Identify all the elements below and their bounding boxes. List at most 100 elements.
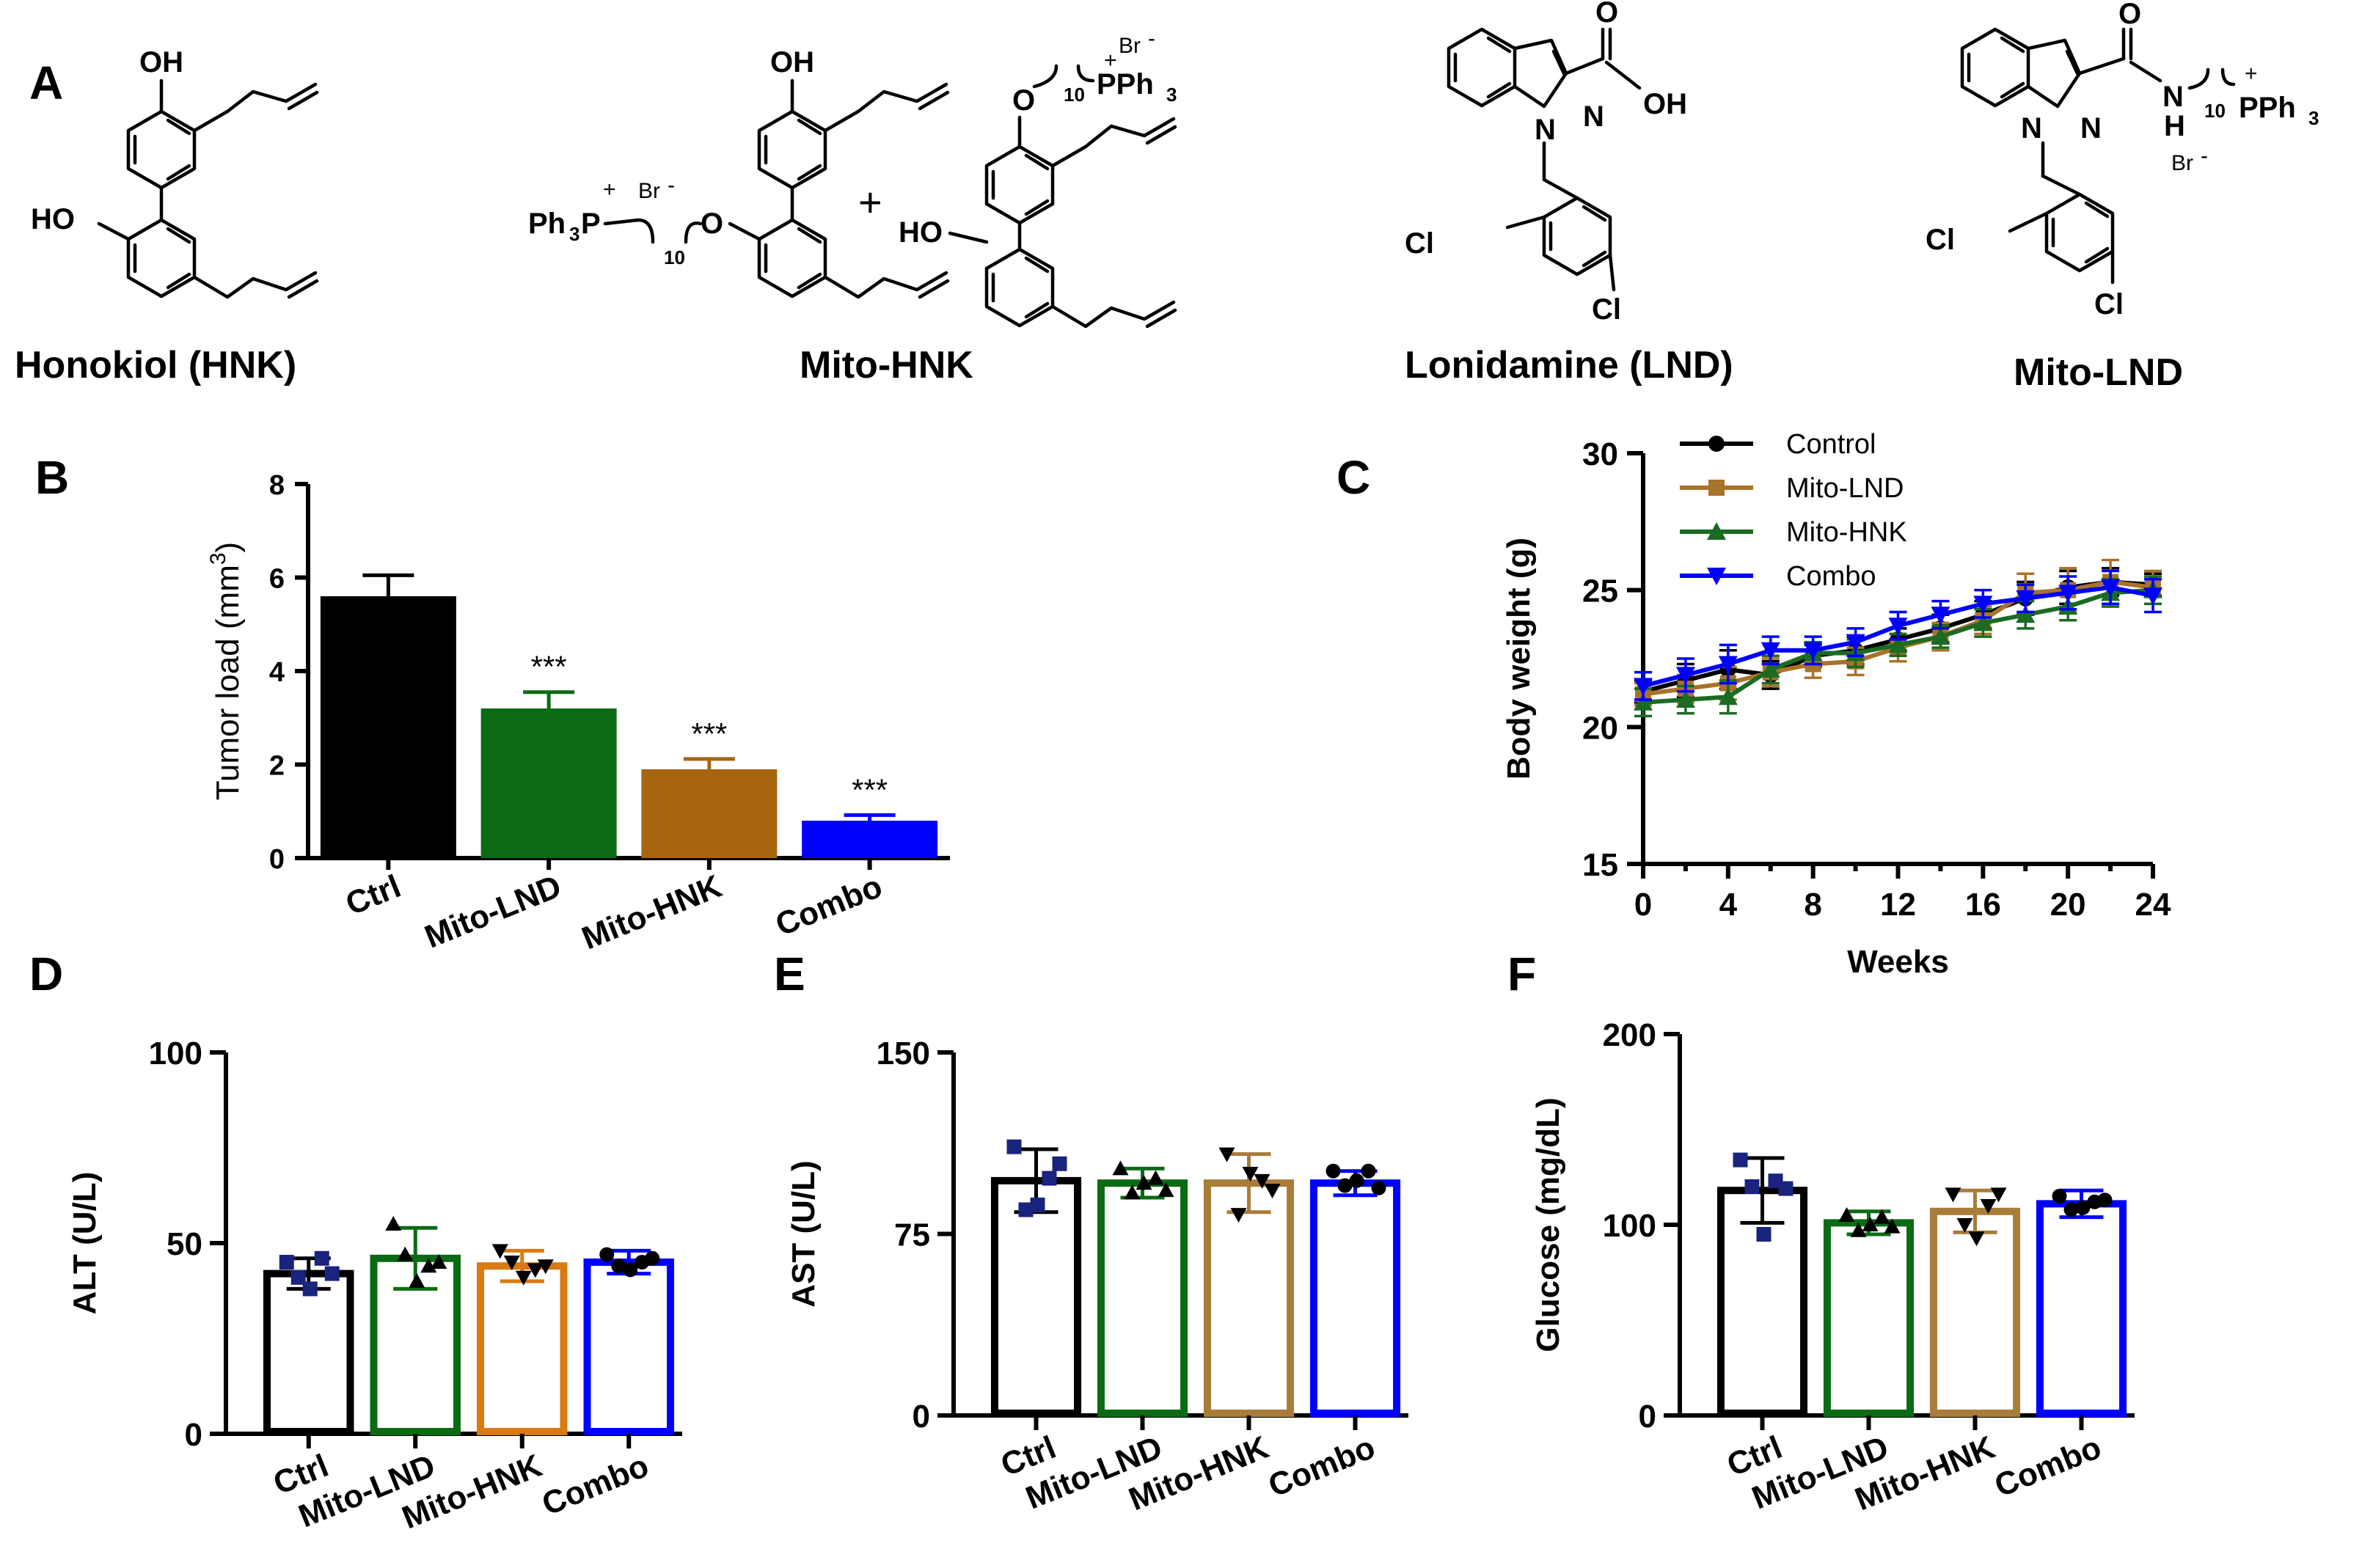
data-point bbox=[431, 1254, 447, 1269]
atom-label: Br bbox=[638, 179, 660, 203]
x-tick-label: Combo bbox=[771, 868, 888, 943]
atom-label: - bbox=[1148, 26, 1155, 51]
data-point bbox=[1371, 1180, 1386, 1195]
data-point bbox=[314, 1250, 329, 1266]
atom-label: H bbox=[2164, 110, 2185, 142]
data-point bbox=[1349, 1173, 1364, 1188]
data-point bbox=[1158, 1182, 1174, 1198]
atom-label: 3 bbox=[2308, 107, 2319, 129]
data-point bbox=[1968, 1231, 1985, 1247]
atom-label: O bbox=[1595, 0, 1618, 29]
x-tick-label: 20 bbox=[2050, 887, 2086, 923]
marker-triangle-up bbox=[1760, 659, 1780, 678]
atom-label: + bbox=[2245, 62, 2258, 86]
series-3 bbox=[1634, 569, 2162, 701]
y-tick-label: 100 bbox=[149, 1036, 202, 1071]
data-point bbox=[1052, 1156, 1067, 1171]
data-point bbox=[1337, 1178, 1353, 1193]
data-point bbox=[1006, 1139, 1022, 1154]
data-point bbox=[1242, 1167, 1259, 1182]
marker-triangle-down bbox=[2016, 590, 2036, 608]
chart-tumor-load: 0 2 4 6 8 Ctrl *** Mito-LND *** Mito-HNK *** Combo T… bbox=[206, 470, 950, 956]
compound-name-lnd: Lonidamine (LND) bbox=[1405, 344, 1733, 386]
data-point bbox=[503, 1256, 520, 1270]
atom-label: 3 bbox=[1166, 84, 1177, 106]
atom-label: N bbox=[1583, 100, 1604, 133]
data-point bbox=[1838, 1207, 1855, 1222]
atom-label: + bbox=[858, 179, 882, 225]
data-point bbox=[397, 1246, 414, 1261]
atom-label: 10 bbox=[664, 246, 685, 268]
series-2 bbox=[1634, 575, 2162, 718]
structure-honokiol: OH HO Honokiol (HNK) bbox=[15, 46, 319, 386]
x-tick-label: 4 bbox=[1719, 887, 1738, 923]
bar bbox=[802, 821, 938, 858]
data-point bbox=[1018, 1202, 1034, 1217]
x-axis-label: Weeks bbox=[1847, 944, 1949, 980]
atom-label: PPh bbox=[2239, 92, 2296, 124]
data-point bbox=[1218, 1147, 1235, 1162]
data-point bbox=[1124, 1184, 1141, 1200]
y-tick-label: 15 bbox=[1582, 847, 1618, 883]
atom-label: O bbox=[1012, 84, 1035, 117]
atom-label: N bbox=[2080, 112, 2102, 144]
x-tick-label: 16 bbox=[1965, 887, 2001, 923]
atom-label: + bbox=[603, 177, 616, 202]
atom-label: Br bbox=[1119, 34, 1141, 58]
marker-triangle-down bbox=[2058, 585, 2078, 603]
compound-name-mito-lnd: Mito-LND bbox=[2014, 351, 2183, 394]
compound-name-mito-hnk: Mito-HNK bbox=[800, 344, 973, 386]
data-point bbox=[420, 1258, 437, 1273]
y-tick-label: 0 bbox=[913, 1399, 930, 1435]
atom-label: Ph bbox=[528, 208, 566, 240]
bar bbox=[1309, 1179, 1401, 1417]
atom-label: 3 bbox=[569, 223, 579, 245]
marker-triangle-up bbox=[1718, 687, 1738, 706]
data-point bbox=[385, 1216, 402, 1231]
x-tick-label: Combo bbox=[537, 1448, 654, 1523]
panel-letter-c: C bbox=[1337, 451, 1370, 504]
marker-triangle-down bbox=[1973, 596, 1993, 614]
marker-square bbox=[1708, 480, 1725, 496]
bar bbox=[480, 708, 617, 858]
y-axis-label-text: Tumor load (mm bbox=[210, 565, 246, 800]
y-tick-label: 150 bbox=[877, 1036, 930, 1071]
marker-triangle-down bbox=[2101, 579, 2121, 597]
data-point bbox=[527, 1263, 544, 1278]
marker-triangle-down bbox=[1931, 607, 1950, 625]
y-axis-label: AST (U/L) bbox=[786, 1160, 822, 1307]
panel-letter-f: F bbox=[1507, 948, 1536, 1000]
data-point bbox=[645, 1250, 660, 1266]
x-tick-label: Mito-LND bbox=[420, 868, 566, 956]
marker-triangle-down bbox=[1707, 568, 1726, 585]
marker-triangle-down bbox=[1760, 642, 1780, 660]
marker-triangle-down bbox=[1846, 634, 1865, 652]
atom-label: HO bbox=[899, 216, 943, 249]
data-point bbox=[1744, 1179, 1760, 1194]
data-point bbox=[1873, 1209, 1890, 1224]
atom-label: Br bbox=[2171, 151, 2193, 175]
atom-label: 10 bbox=[1064, 84, 1085, 106]
atom-label: Cl bbox=[1926, 224, 1955, 256]
significance-label: *** bbox=[531, 650, 567, 684]
data-point bbox=[1147, 1170, 1164, 1185]
x-tick-label: 8 bbox=[1804, 887, 1821, 923]
bar bbox=[1823, 1219, 1915, 1418]
bar bbox=[1097, 1179, 1188, 1417]
bar bbox=[990, 1176, 1082, 1418]
data-point bbox=[537, 1259, 554, 1275]
marker-triangle-down bbox=[1803, 642, 1823, 660]
y-tick-label: 200 bbox=[1603, 1017, 1656, 1053]
y-tick-label: 0 bbox=[1639, 1399, 1656, 1435]
marker-triangle-down bbox=[1634, 678, 1653, 696]
y-axis-label-sup: 3 bbox=[206, 552, 230, 565]
data-point bbox=[599, 1247, 615, 1262]
atom-label: Cl bbox=[1405, 227, 1434, 260]
data-point bbox=[1042, 1170, 1057, 1186]
y-tick-label: 8 bbox=[269, 470, 285, 501]
data-point bbox=[279, 1255, 294, 1270]
data-point bbox=[1980, 1199, 1997, 1214]
marker-triangle-up bbox=[2016, 605, 2036, 623]
